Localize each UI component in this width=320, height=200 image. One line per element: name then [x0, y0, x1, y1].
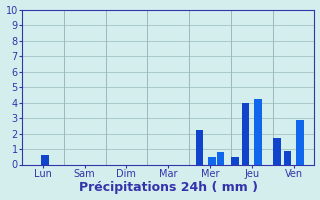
Bar	[208, 157, 216, 164]
Bar	[196, 130, 203, 164]
Bar	[231, 157, 239, 164]
Bar	[242, 103, 249, 164]
Bar	[254, 99, 262, 164]
Bar	[41, 155, 49, 164]
Bar	[217, 152, 224, 164]
Bar	[273, 138, 281, 164]
X-axis label: Précipitations 24h ( mm ): Précipitations 24h ( mm )	[79, 181, 258, 194]
Bar	[296, 120, 304, 164]
Bar	[284, 151, 291, 164]
